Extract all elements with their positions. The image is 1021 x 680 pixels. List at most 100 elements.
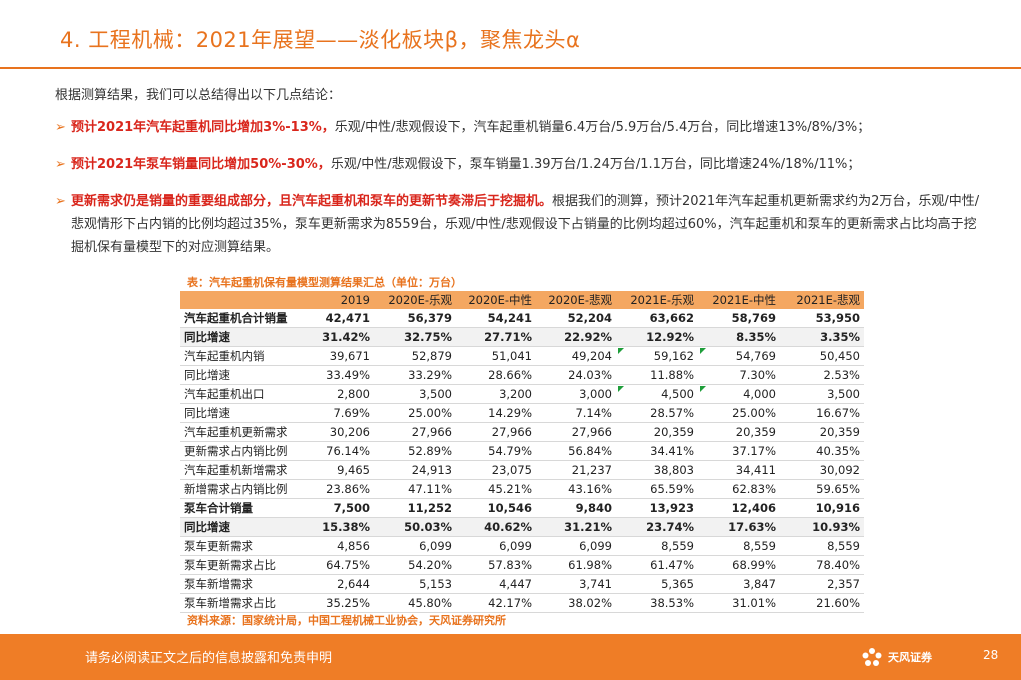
- table-row: 泵车更新需求占比 64.75% 54.20% 57.83% 61.98% 61.47% 68…: [180, 555, 864, 575]
- row-label: 同比增速: [180, 365, 304, 385]
- table-cell: 12.92%: [616, 327, 698, 347]
- conclusion-text: 乐观/中性/悲观假设下，汽车起重机销量6.4万台/5.9万台/5.4万台，同比增…: [334, 120, 871, 135]
- table-cell: 59,162: [616, 346, 698, 366]
- table-cell: 2,644: [304, 574, 374, 594]
- table-cell: 56.84%: [536, 441, 616, 461]
- column-header: 2020E-悲观: [536, 291, 616, 309]
- column-header: 2021E-中性: [698, 291, 780, 309]
- table-cell: 10,916: [780, 498, 864, 518]
- disclaimer-text: 请务必阅读正文之后的信息披露和免责申明: [85, 651, 333, 666]
- table-cell: 54,769: [698, 346, 780, 366]
- column-header: 2021E-乐观: [616, 291, 698, 309]
- table-cell: 7.14%: [536, 403, 616, 423]
- row-label: 汽车起重机更新需求: [180, 422, 304, 442]
- table-cell: 4,000: [698, 384, 780, 404]
- table-cell: 20,359: [698, 422, 780, 442]
- table-cell: 25.00%: [374, 403, 456, 423]
- table-header-row: 2019 2020E-乐观 2020E-中性 2020E-悲观 2021E-乐观…: [180, 291, 864, 309]
- table-cell: 40.62%: [456, 517, 536, 537]
- row-label: 同比增速: [180, 327, 304, 347]
- table-cell: 25.00%: [698, 403, 780, 423]
- table-cell: 52,879: [374, 346, 456, 366]
- table-cell: 31.42%: [304, 327, 374, 347]
- table-cell: 59.65%: [780, 479, 864, 499]
- table-row: 汽车起重机更新需求 30,206 27,966 27,966 27,966 20,359 2…: [180, 422, 864, 442]
- conclusion-text: 根据我们的测算，预计2021年汽车起重机更新需求约为2万台，乐观/中性/悲观情形…: [71, 194, 980, 255]
- table-row: 泵车更新需求 4,856 6,099 6,099 6,099 8,559 8,559 8,55…: [180, 536, 864, 556]
- column-header: 2021E-悲观: [780, 291, 864, 309]
- tf-flower-logo-icon: [862, 648, 882, 666]
- table-cell: 58,769: [698, 309, 780, 328]
- table-cell: 3,500: [374, 384, 456, 404]
- column-header: 2020E-乐观: [374, 291, 456, 309]
- logo-name: 天风证券: [888, 651, 932, 664]
- table-row: 汽车起重机新增需求 9,465 24,913 23,075 21,237 38,803 34…: [180, 460, 864, 480]
- table-cell: 31.01%: [698, 593, 780, 613]
- table-cell: 7.69%: [304, 403, 374, 423]
- table-cell: 42.17%: [456, 593, 536, 613]
- table-cell: 28.66%: [456, 365, 536, 385]
- intro-text: 根据测算结果，我们可以总结得出以下几点结论：: [55, 88, 342, 103]
- row-label: 同比增速: [180, 403, 304, 423]
- table-cell: 78.40%: [780, 555, 864, 575]
- table-cell: 50.03%: [374, 517, 456, 537]
- table-cell: 34.41%: [616, 441, 698, 461]
- row-label: 新增需求占内销比例: [180, 479, 304, 499]
- table-cell: 61.98%: [536, 555, 616, 575]
- table-row: 同比增速 31.42% 32.75% 27.71% 22.92% 12.92% 8.35% 3…: [180, 327, 864, 347]
- table-cell: 9,840: [536, 498, 616, 518]
- table-cell: 27,966: [456, 422, 536, 442]
- table-cell: 15.38%: [304, 517, 374, 537]
- table-cell: 4,856: [304, 536, 374, 556]
- row-label: 汽车起重机新增需求: [180, 460, 304, 480]
- table-cell: 37.17%: [698, 441, 780, 461]
- table-cell: 23.86%: [304, 479, 374, 499]
- table-cell: 8,559: [616, 536, 698, 556]
- table-cell: 38.02%: [536, 593, 616, 613]
- table-cell: 27,966: [374, 422, 456, 442]
- table-cell: 42,471: [304, 309, 374, 328]
- conclusion-item: ➢ 更新需求仍是销量的重要组成部分，且汽车起重机和泵车的更新节奏滞后于挖掘机。根…: [55, 190, 985, 259]
- row-label: 泵车新增需求: [180, 574, 304, 594]
- table-cell: 22.92%: [536, 327, 616, 347]
- table-caption: 表：汽车起重机保有量模型测算结果汇总（单位：万台）: [187, 276, 462, 289]
- table-row: 新增需求占内销比例 23.86% 47.11% 45.21% 43.16% 65.59% 6…: [180, 479, 864, 499]
- page-number: 28: [983, 648, 999, 662]
- table-cell: 12,406: [698, 498, 780, 518]
- table-cell: 24.03%: [536, 365, 616, 385]
- table-cell: 4,500: [616, 384, 698, 404]
- table-cell: 20,359: [616, 422, 698, 442]
- conclusion-highlight: 预计2021年汽车起重机同比增加3%-13%，: [71, 120, 335, 135]
- table-cell: 5,153: [374, 574, 456, 594]
- table-cell: 49,204: [536, 346, 616, 366]
- table-cell: 7.30%: [698, 365, 780, 385]
- company-logo: 天风证券: [860, 644, 932, 672]
- table-cell: 9,465: [304, 460, 374, 480]
- table-cell: 51,041: [456, 346, 536, 366]
- conclusion-list: ➢ 预计2021年汽车起重机同比增加3%-13%，乐观/中性/悲观假设下，汽车起…: [55, 116, 985, 273]
- table-row: 汽车起重机内销 39,671 52,879 51,041 49,204 59,162 54,…: [180, 346, 864, 366]
- row-label: 泵车更新需求: [180, 536, 304, 556]
- table-cell: 10.93%: [780, 517, 864, 537]
- table-cell: 6,099: [456, 536, 536, 556]
- table-cell: 39,671: [304, 346, 374, 366]
- table-cell: 23.74%: [616, 517, 698, 537]
- table-cell: 47.11%: [374, 479, 456, 499]
- row-label: 泵车合计销量: [180, 498, 304, 518]
- table-cell: 2,357: [780, 574, 864, 594]
- table-cell: 57.83%: [456, 555, 536, 575]
- table-cell: 24,913: [374, 460, 456, 480]
- table-cell: 43.16%: [536, 479, 616, 499]
- table-cell: 3,500: [780, 384, 864, 404]
- table-cell: 2.53%: [780, 365, 864, 385]
- table-cell: 7,500: [304, 498, 374, 518]
- table-cell: 3,741: [536, 574, 616, 594]
- table-cell: 35.25%: [304, 593, 374, 613]
- arrow-right-icon: ➢: [55, 120, 66, 135]
- footer-bar: 请务必阅读正文之后的信息披露和免责申明 天风证券 28: [0, 634, 1021, 680]
- arrow-right-icon: ➢: [55, 194, 66, 209]
- table-cell: 3.35%: [780, 327, 864, 347]
- row-label: 泵车新增需求占比: [180, 593, 304, 613]
- table-cell: 50,450: [780, 346, 864, 366]
- table-cell: 2,800: [304, 384, 374, 404]
